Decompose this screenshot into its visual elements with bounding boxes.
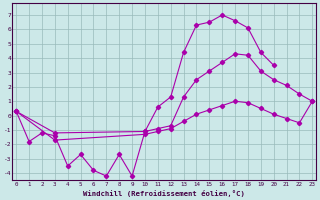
X-axis label: Windchill (Refroidissement éolien,°C): Windchill (Refroidissement éolien,°C) xyxy=(83,190,245,197)
